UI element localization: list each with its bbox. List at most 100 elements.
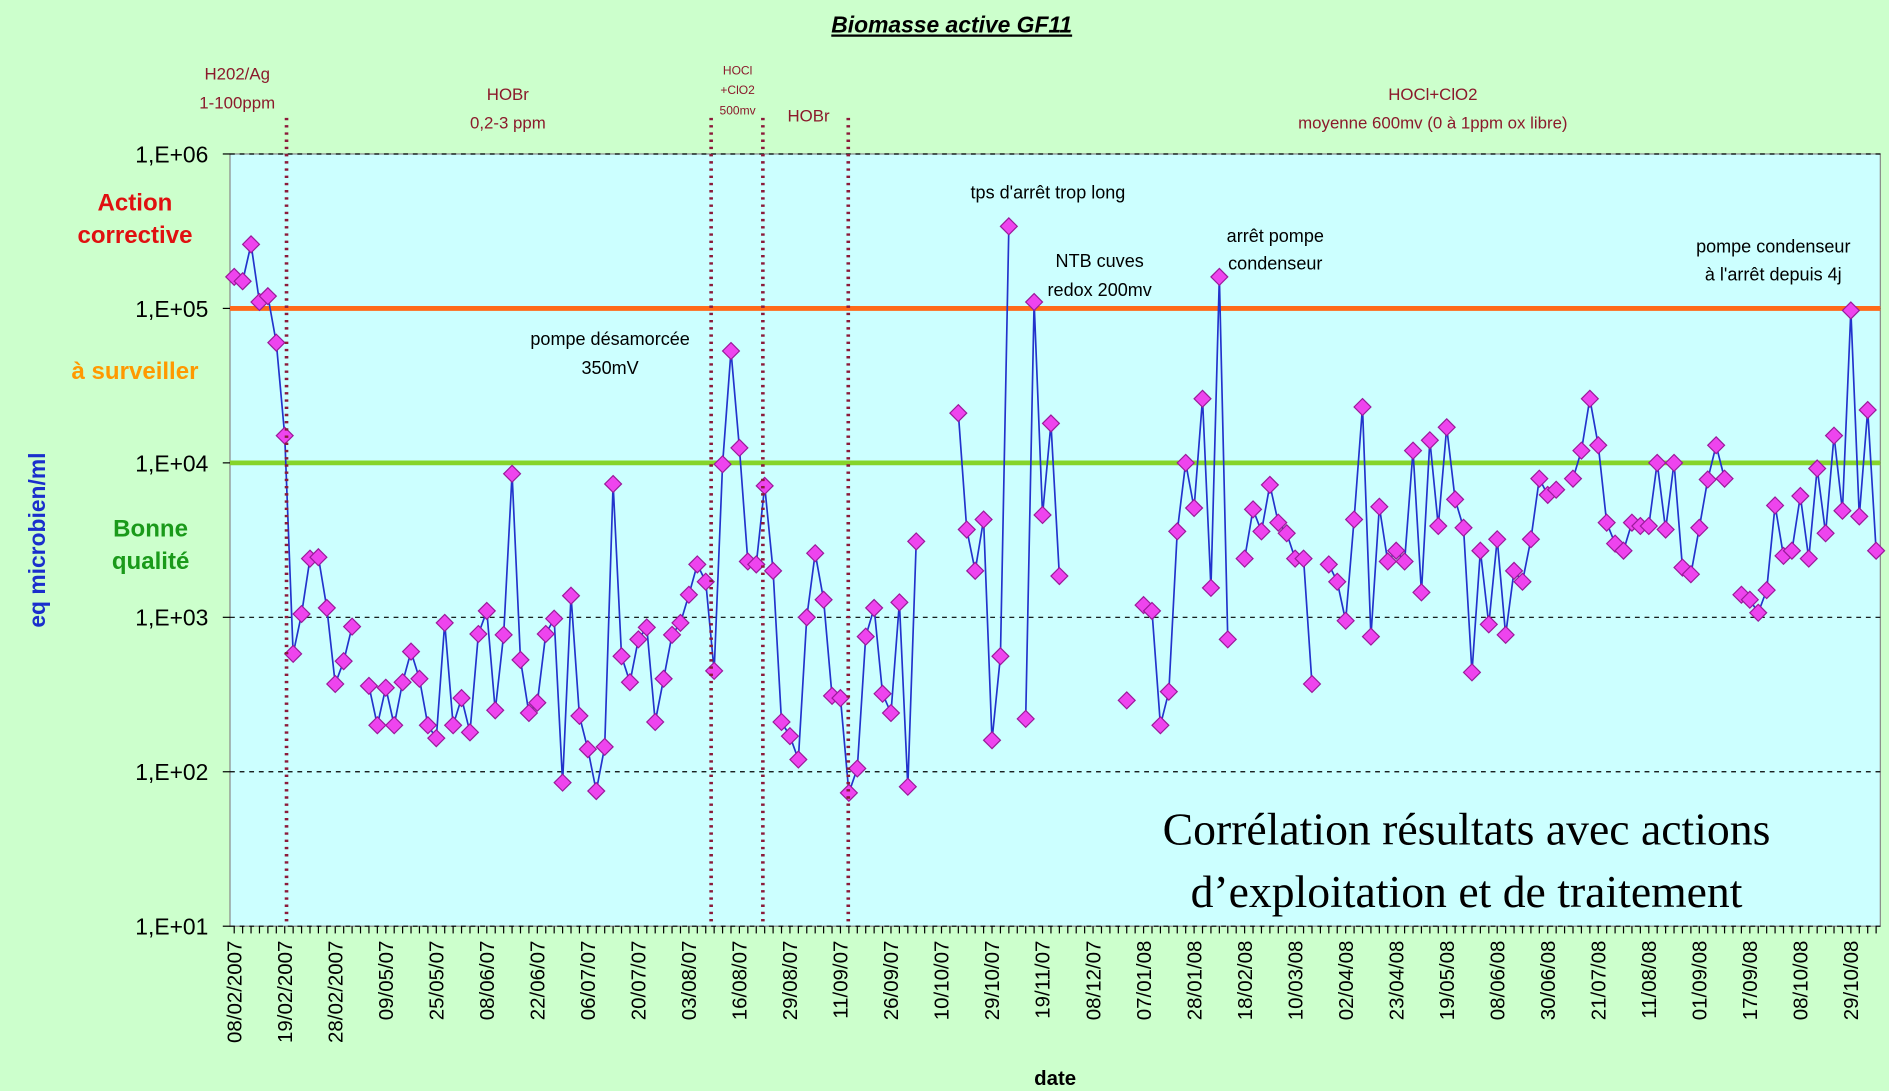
phase-label: HOBr bbox=[487, 85, 529, 104]
data-point bbox=[662, 625, 682, 645]
data-point bbox=[511, 650, 530, 670]
data-point bbox=[603, 474, 623, 494]
data-point bbox=[1824, 426, 1844, 445]
zone-label: Bonne bbox=[113, 515, 188, 542]
data-point bbox=[1016, 709, 1035, 729]
data-point bbox=[460, 723, 480, 742]
data-point bbox=[452, 688, 471, 708]
data-point bbox=[368, 715, 387, 735]
data-point bbox=[1530, 469, 1549, 488]
data-point bbox=[544, 609, 564, 628]
x-tick-label: 20/07/07 bbox=[628, 941, 651, 1021]
x-tick-label: 21/07/08 bbox=[1587, 941, 1610, 1021]
zone-label: Action bbox=[98, 190, 173, 217]
data-point bbox=[578, 739, 598, 759]
data-point bbox=[595, 737, 614, 757]
phase-label: 0,2-3 ppm bbox=[470, 114, 546, 133]
data-point bbox=[1176, 453, 1195, 473]
y-tick-label: 1,E+01 bbox=[135, 914, 208, 940]
data-point bbox=[679, 585, 699, 605]
data-point bbox=[1563, 469, 1583, 488]
data-point bbox=[1218, 630, 1238, 649]
data-point bbox=[957, 520, 977, 539]
data-point bbox=[1698, 470, 1717, 489]
data-point bbox=[1580, 389, 1600, 409]
x-tick-label: 08/10/08 bbox=[1790, 941, 1813, 1021]
data-point bbox=[1833, 501, 1852, 520]
data-point bbox=[1193, 389, 1212, 409]
zone-label: corrective bbox=[77, 222, 192, 249]
x-tick-label: 19/05/08 bbox=[1436, 941, 1459, 1021]
data-point bbox=[974, 510, 993, 529]
x-tick-label: 26/09/07 bbox=[880, 941, 903, 1021]
marks bbox=[222, 153, 1886, 934]
data-point bbox=[401, 642, 421, 661]
data-point bbox=[831, 688, 850, 708]
x-tick-label: 08/02/2007 bbox=[223, 941, 246, 1043]
data-point bbox=[418, 715, 438, 735]
data-point bbox=[1546, 480, 1566, 499]
x-tick-label: 08/06/07 bbox=[476, 941, 499, 1021]
data-point bbox=[1807, 459, 1827, 478]
annotation: à l'arrêt depuis 4j bbox=[1705, 264, 1842, 284]
data-point bbox=[1816, 524, 1835, 543]
annotation: arrêt pompe bbox=[1227, 226, 1324, 246]
phase-lines bbox=[284, 117, 851, 927]
chart-title: Biomasse active GF11 bbox=[831, 11, 1072, 37]
data-point bbox=[528, 693, 547, 712]
data-point bbox=[376, 678, 396, 697]
data-point bbox=[1361, 627, 1381, 646]
data-point bbox=[309, 547, 328, 567]
data-point bbox=[359, 676, 379, 696]
data-point bbox=[1690, 518, 1709, 538]
data-point bbox=[485, 701, 505, 720]
data-point bbox=[713, 454, 732, 474]
data-point bbox=[1151, 715, 1170, 735]
phase-label: H202/Ag bbox=[204, 64, 270, 83]
data-point bbox=[1445, 490, 1465, 509]
phase-label: 1-100ppm bbox=[199, 93, 275, 112]
data-point bbox=[477, 601, 497, 621]
data-point bbox=[1639, 516, 1659, 536]
data-point bbox=[1024, 292, 1044, 312]
data-point bbox=[1471, 541, 1490, 560]
data-point bbox=[1269, 513, 1288, 532]
data-point bbox=[881, 703, 901, 723]
data-point bbox=[342, 617, 362, 636]
data-point bbox=[586, 781, 606, 801]
data-point bbox=[1715, 469, 1734, 488]
x-tick-label: 18/02/08 bbox=[1234, 941, 1257, 1021]
data-point bbox=[1664, 453, 1684, 473]
data-point bbox=[730, 438, 749, 458]
data-point bbox=[1799, 549, 1819, 568]
data-point bbox=[241, 235, 261, 254]
phase-label: HOCl bbox=[723, 64, 752, 78]
data-point bbox=[856, 627, 875, 646]
data-point bbox=[1748, 603, 1768, 623]
data-point bbox=[1201, 578, 1221, 598]
data-point bbox=[283, 644, 303, 664]
data-point bbox=[1429, 516, 1448, 536]
x-tick-label: 11/09/07 bbox=[830, 941, 853, 1019]
x-tick-label: 22/06/07 bbox=[527, 941, 550, 1021]
data-point bbox=[1437, 418, 1456, 437]
data-point bbox=[427, 728, 446, 748]
y-tick-label: 1,E+04 bbox=[135, 450, 208, 476]
phase-label: +ClO2 bbox=[720, 83, 755, 97]
data-point bbox=[654, 669, 673, 689]
data-point bbox=[1782, 541, 1802, 560]
data-point bbox=[469, 624, 488, 644]
data-point bbox=[1327, 572, 1347, 591]
data-point bbox=[1791, 486, 1810, 506]
annotation: redox 200mv bbox=[1048, 280, 1152, 300]
data-point bbox=[435, 613, 454, 633]
data-point bbox=[1706, 435, 1726, 455]
plot-area bbox=[229, 153, 1881, 927]
data-point bbox=[1740, 590, 1760, 609]
y-tick-label: 1,E+03 bbox=[135, 605, 208, 631]
y-tick-label: 1,E+02 bbox=[135, 759, 208, 785]
annotation: tps d'arrêt trop long bbox=[971, 182, 1126, 202]
data-point bbox=[780, 726, 800, 746]
data-point bbox=[502, 464, 522, 484]
